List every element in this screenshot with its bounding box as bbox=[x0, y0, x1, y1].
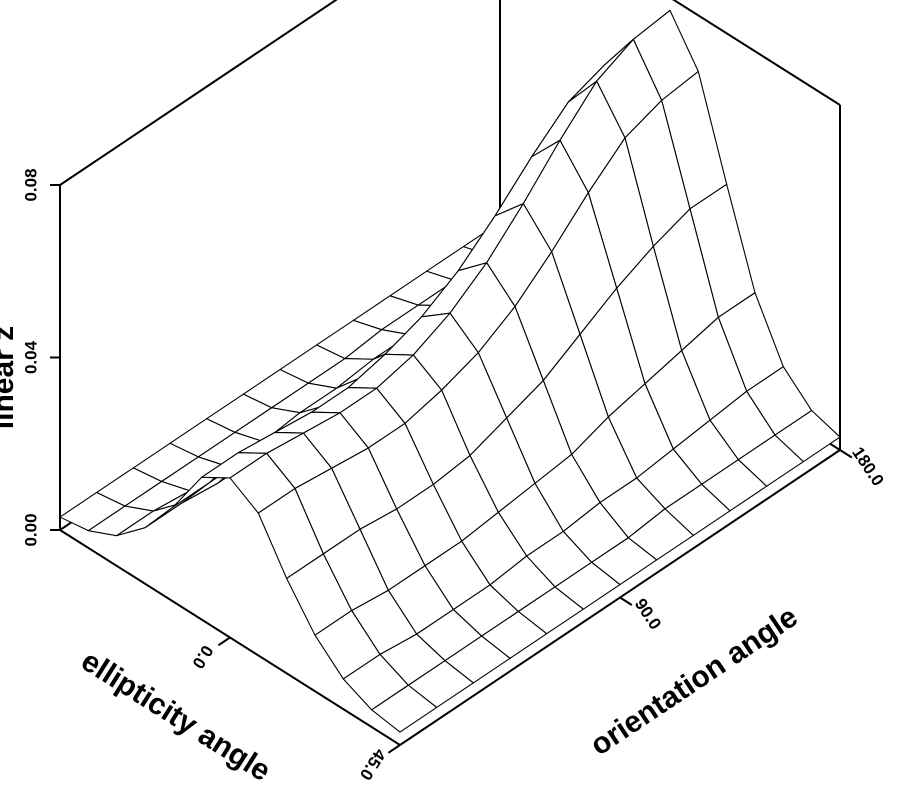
z-tick-label: 0.04 bbox=[21, 340, 40, 374]
surface-cell bbox=[371, 684, 438, 733]
x-tick-label: 0.0 bbox=[188, 642, 217, 672]
x-tick bbox=[387, 744, 401, 754]
x-tick-label: 45.0 bbox=[356, 745, 390, 783]
y-tick-label: 90.0 bbox=[631, 595, 665, 633]
y-tick bbox=[839, 449, 853, 459]
z-tick-label: 0.00 bbox=[21, 513, 40, 546]
box-edge bbox=[59, 0, 338, 186]
y-axis-title: orientation angle bbox=[585, 600, 804, 762]
y-tick-label: 180.0 bbox=[848, 444, 887, 490]
x-axis-title: ellipticity angle bbox=[75, 644, 276, 788]
z-axis-title: linear z bbox=[0, 326, 20, 429]
x-tick bbox=[217, 636, 231, 647]
z-tick-label: 0.08 bbox=[21, 168, 40, 201]
y-tick bbox=[619, 596, 633, 606]
box-edge bbox=[672, 0, 841, 106]
